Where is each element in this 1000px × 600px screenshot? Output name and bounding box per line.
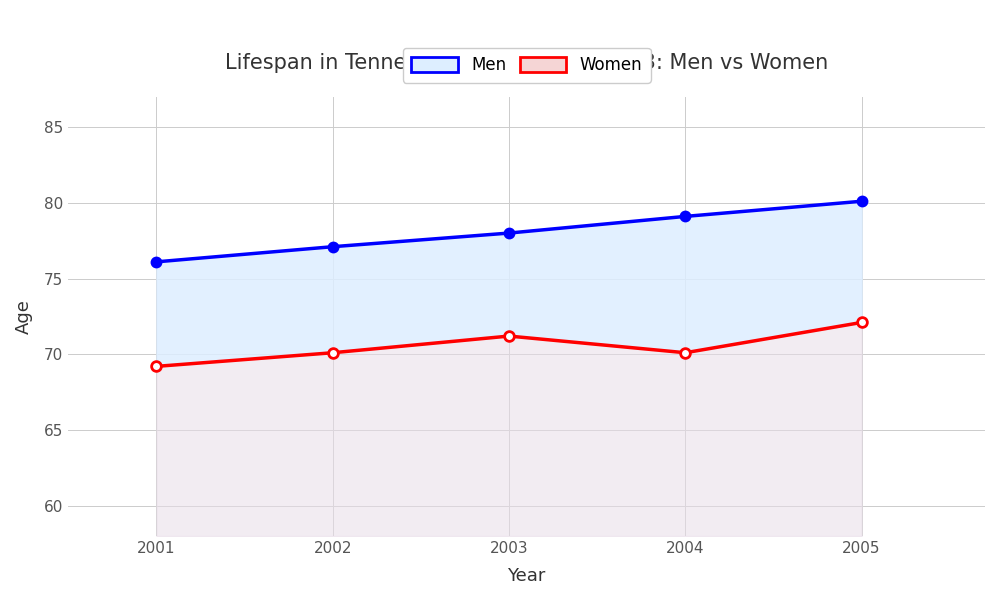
Legend: Men, Women: Men, Women — [403, 48, 651, 83]
X-axis label: Year: Year — [507, 567, 546, 585]
Title: Lifespan in Tennessee from 1973 to 2003: Men vs Women: Lifespan in Tennessee from 1973 to 2003:… — [225, 53, 828, 73]
Y-axis label: Age: Age — [15, 299, 33, 334]
